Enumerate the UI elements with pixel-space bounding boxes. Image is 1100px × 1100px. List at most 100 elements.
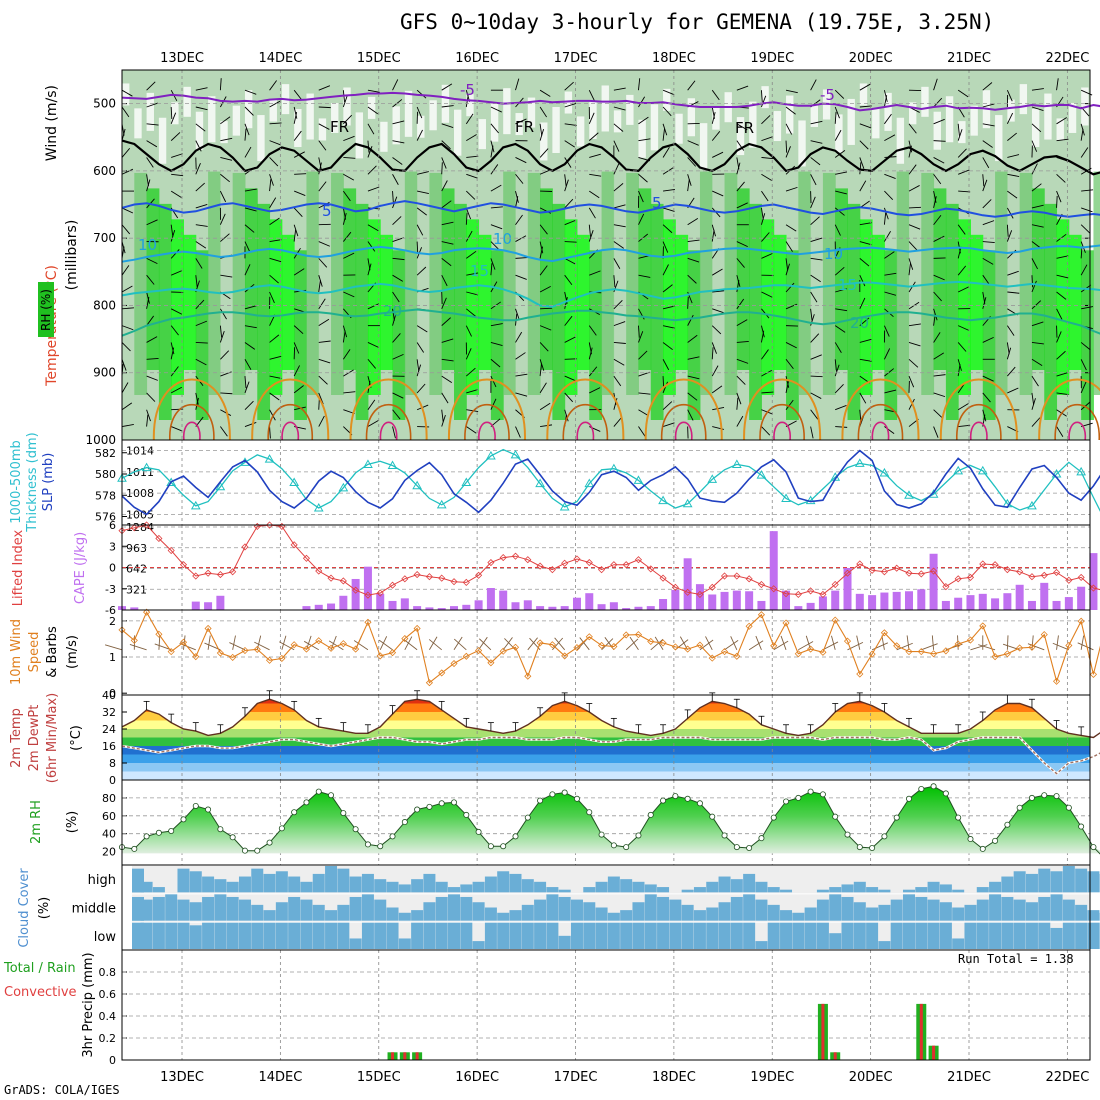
cloud-bar-high bbox=[202, 876, 215, 893]
rh-band bbox=[355, 203, 369, 420]
wind-barb bbox=[564, 174, 567, 187]
rh-dry-patch bbox=[638, 119, 646, 158]
wind-barb-10m bbox=[780, 635, 787, 650]
wind-barb bbox=[293, 190, 306, 197]
wind-barb bbox=[883, 90, 888, 102]
cloud-bar-middle bbox=[878, 904, 891, 921]
wind-barb bbox=[711, 112, 716, 124]
wind-barb bbox=[908, 140, 913, 153]
wind-barb bbox=[613, 106, 626, 111]
wind-barb bbox=[1056, 392, 1069, 396]
wind-speed-point bbox=[843, 637, 852, 645]
cloud-bar-middle bbox=[251, 904, 264, 921]
wind-barb bbox=[121, 424, 134, 427]
temp-color-band bbox=[122, 712, 1090, 721]
wind-barb bbox=[638, 213, 645, 225]
wind-barb bbox=[416, 106, 423, 119]
lifted-index-point bbox=[622, 561, 630, 569]
cloud-bar-high bbox=[497, 871, 510, 893]
rh-point bbox=[524, 814, 531, 821]
rh-point bbox=[537, 797, 544, 804]
wind-barb bbox=[908, 375, 915, 388]
temp-bands bbox=[122, 699, 1090, 780]
wind-barb bbox=[859, 83, 871, 91]
wind-barb bbox=[859, 157, 865, 169]
wind-speed-point bbox=[548, 641, 556, 649]
grads-credit: GrADS: COLA/IGES bbox=[4, 1083, 120, 1097]
wind-barb-10m bbox=[328, 640, 344, 651]
wind-barb bbox=[146, 179, 151, 192]
wind-barb bbox=[982, 220, 995, 226]
cloud-bar-middle bbox=[484, 907, 497, 921]
wind-barb bbox=[884, 389, 897, 394]
wind-barb bbox=[760, 330, 765, 343]
rh-dry-patch bbox=[995, 115, 1003, 162]
wind-barb bbox=[760, 213, 766, 225]
wind-barb bbox=[662, 342, 673, 351]
wind-barb bbox=[416, 224, 424, 236]
wind-barb bbox=[736, 85, 749, 91]
rh-band bbox=[884, 250, 898, 420]
chart-title: GFS 0~10day 3-hourly for GEMENA (19.75E,… bbox=[400, 10, 995, 34]
temp-color-band bbox=[122, 699, 1090, 704]
wind-barb bbox=[613, 140, 620, 152]
wind-barb bbox=[515, 392, 528, 397]
wind-barb bbox=[589, 173, 602, 177]
wind-barb-10m bbox=[724, 639, 739, 651]
wind-barb bbox=[465, 325, 472, 337]
wind-barb bbox=[1080, 401, 1091, 411]
cape-bar bbox=[462, 604, 471, 610]
rh-dry-patch bbox=[798, 120, 806, 167]
wind-barb bbox=[539, 342, 549, 352]
wind-barb bbox=[736, 202, 748, 209]
cloud-bar-middle bbox=[411, 910, 424, 921]
wind-barb bbox=[810, 79, 817, 91]
cloud-bar-high bbox=[706, 881, 719, 893]
wind-barb bbox=[146, 336, 158, 343]
wind-barb bbox=[933, 235, 945, 242]
wind-barb bbox=[588, 112, 595, 125]
isotherm-35-loop bbox=[183, 421, 201, 441]
wind-barb bbox=[982, 123, 995, 127]
wind-barb bbox=[195, 106, 208, 111]
isotherm-label: 5 bbox=[652, 194, 662, 212]
slp-side-label: SLP (mb) bbox=[41, 453, 56, 512]
wind-barb bbox=[564, 336, 576, 343]
wind-barb bbox=[417, 190, 429, 195]
wind-barb bbox=[1031, 224, 1044, 228]
lifted-index-point bbox=[1028, 573, 1036, 581]
cloud-bar-middle bbox=[189, 902, 202, 921]
wind-barb bbox=[219, 330, 225, 343]
wind-barb bbox=[244, 123, 250, 136]
rh-band bbox=[1093, 171, 1100, 395]
rh-point bbox=[623, 844, 630, 851]
wind-barb bbox=[662, 89, 675, 96]
wind-speed-point bbox=[720, 648, 729, 656]
cloud-bar-high bbox=[1013, 871, 1026, 893]
cloud-bar-low bbox=[411, 922, 424, 949]
wind-speed-point bbox=[413, 624, 421, 633]
wind-barb bbox=[933, 291, 942, 302]
wind-barb-10m bbox=[798, 641, 814, 651]
wind-barb bbox=[883, 95, 888, 108]
wind-barb bbox=[392, 157, 403, 165]
rh-dry-patch bbox=[527, 97, 536, 128]
cloud-bar-middle bbox=[939, 902, 952, 921]
wind-barb-10m bbox=[552, 637, 564, 651]
wind-barb bbox=[269, 100, 281, 108]
wind-barb-10m bbox=[906, 635, 910, 650]
cloud-bar-low bbox=[361, 922, 374, 949]
rh-band bbox=[822, 172, 836, 395]
wind-barb-10m bbox=[158, 635, 161, 650]
wind-speed-point bbox=[659, 639, 667, 647]
cloud-bar-low bbox=[238, 922, 251, 949]
cloud-row-label: middle bbox=[72, 902, 116, 917]
cloud-bar-low bbox=[275, 922, 288, 949]
wind-barb bbox=[760, 325, 765, 338]
wind-speed-point bbox=[573, 644, 581, 652]
wind-speed-point bbox=[1052, 677, 1061, 685]
wind-barb bbox=[564, 392, 574, 403]
cloud-bar-low bbox=[497, 922, 510, 949]
isotherm-label: FR bbox=[330, 118, 349, 136]
cape-bar bbox=[1027, 600, 1036, 610]
